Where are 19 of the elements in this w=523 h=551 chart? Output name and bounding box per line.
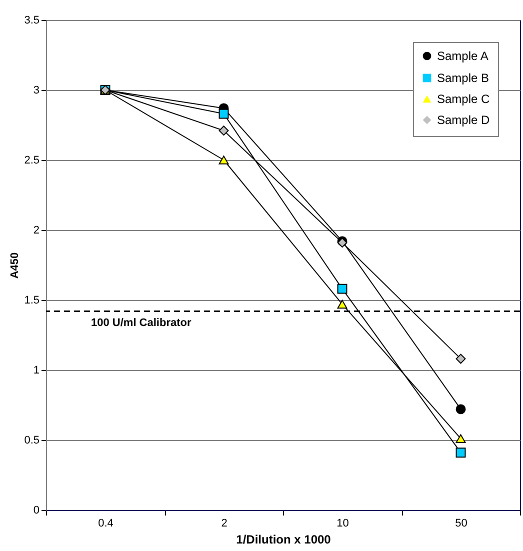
legend-label: Sample D <box>437 113 490 127</box>
ref-line-label: 100 U/ml Calibrator <box>91 317 192 330</box>
y-tick-label: 0.5 <box>24 434 40 446</box>
x-axis-title: 1/Dilution x 1000 <box>236 532 332 546</box>
x-tick-label: 0.4 <box>98 518 114 530</box>
y-tick-label: 2.5 <box>24 154 40 166</box>
y-tick-label: 2 <box>33 224 40 236</box>
x-tick-label: 10 <box>336 518 349 530</box>
y-tick-label: 3.5 <box>24 14 40 26</box>
x-tick-label: 2 <box>221 518 228 530</box>
y-axis-title: A450 <box>9 252 22 279</box>
legend-label: Sample C <box>437 92 490 106</box>
y-tick-label: 1 <box>33 364 40 376</box>
y-tick-label: 1.5 <box>24 294 40 306</box>
y-tick-label: 3 <box>33 84 40 96</box>
x-tick-label: 50 <box>455 518 468 530</box>
y-tick-label: 0 <box>33 504 40 516</box>
legend-label: Sample A <box>437 49 488 63</box>
legend-label: Sample B <box>437 71 490 85</box>
